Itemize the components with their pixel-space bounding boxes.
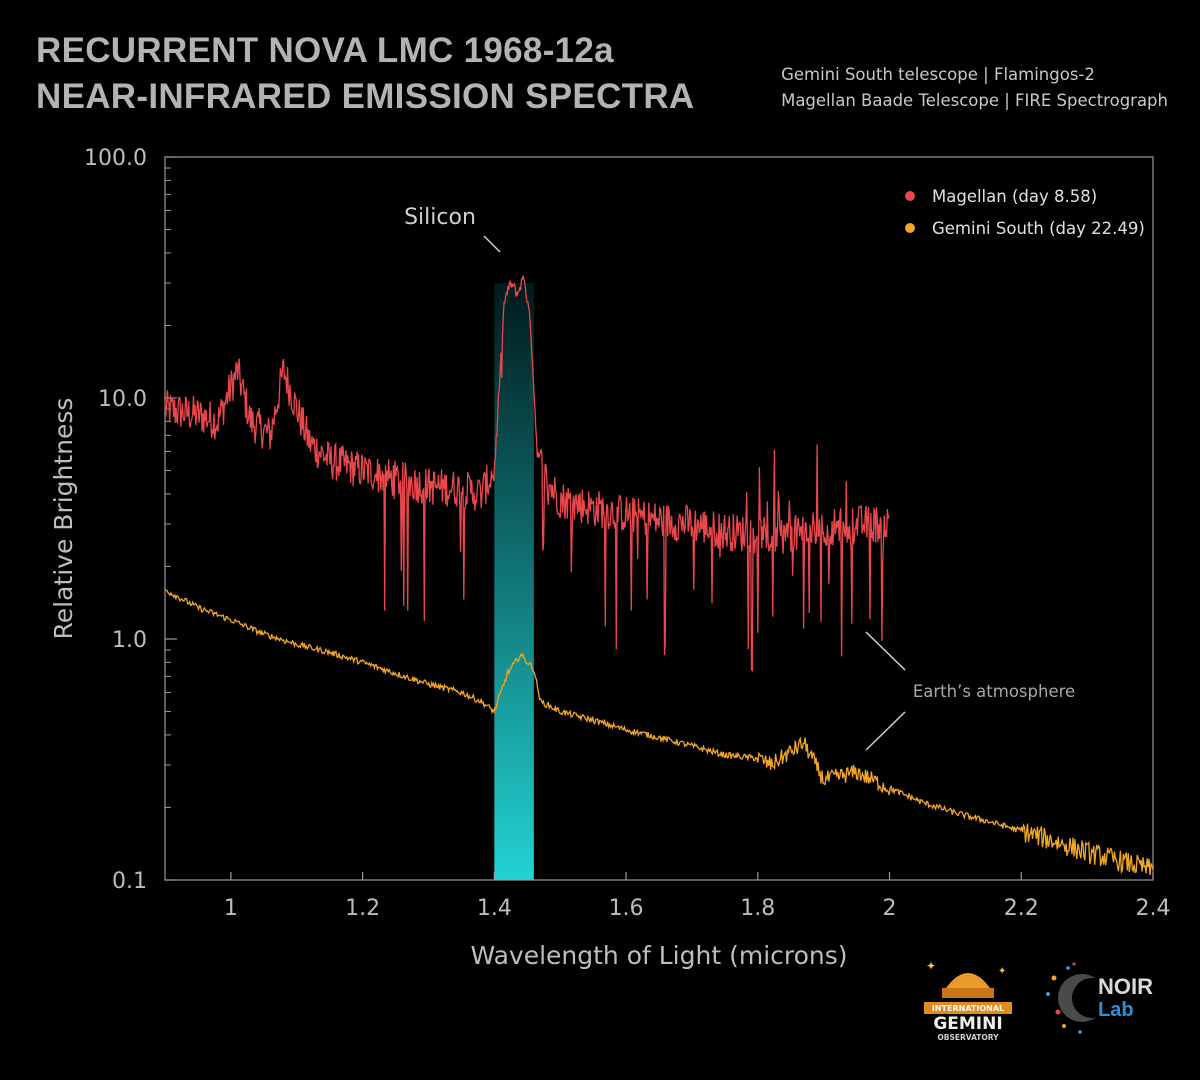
silicon-pointer: [483, 235, 501, 253]
gemini-logo-line2: GEMINI: [933, 1014, 1002, 1034]
svg-text:✦: ✦: [926, 959, 936, 973]
silicon-annotation: Silicon: [404, 205, 476, 230]
credit-line-2: Magellan Baade Telescope | FIRE Spectrog…: [781, 91, 1168, 110]
title-line-2: NEAR-INFRARED EMISSION SPECTRA: [36, 77, 695, 116]
y-tick-label: 10.0: [98, 387, 147, 412]
atmosphere-annotation: Earth’s atmosphere: [913, 682, 1075, 701]
telescope-credits: Gemini South telescope | Flamingos-2 Mag…: [781, 62, 1168, 114]
svg-text:✦: ✦: [998, 966, 1006, 977]
x-tick-label: 2.2: [1004, 896, 1039, 921]
gemini-logo-line3: OBSERVATORY: [937, 1033, 999, 1042]
noirlab-logo: NOIR Lab: [1046, 962, 1153, 1034]
chart-title: RECURRENT NOVA LMC 1968-12a NEAR-INFRARE…: [36, 28, 694, 120]
gemini-logo-line1: INTERNATIONAL: [932, 1004, 1004, 1013]
y-tick-label: 100.0: [84, 146, 147, 171]
noirlab-logo-line1: NOIR: [1098, 974, 1153, 999]
y-tick-label: 1.0: [112, 628, 147, 653]
y-axis-label: Relative Brightness: [49, 398, 78, 640]
plot-frame: [164, 156, 1154, 881]
legend-label: Magellan (day 8.58): [932, 187, 1097, 206]
gemini-observatory-logo: ✦ ✦ INTERNATIONAL GEMINI OBSERVATORY: [924, 959, 1012, 1042]
x-tick-label: 1.4: [477, 896, 512, 921]
noirlab-logo-line2: Lab: [1098, 999, 1134, 1021]
magellan-series-line: [164, 275, 890, 672]
x-tick-label: 2: [883, 896, 897, 921]
x-tick-label: 1.8: [740, 896, 775, 921]
atmosphere-pointer-lower: [865, 711, 906, 751]
legend-marker: [905, 223, 915, 233]
credit-line-1: Gemini South telescope | Flamingos-2: [781, 65, 1095, 84]
y-tick-label: 0.1: [112, 869, 147, 894]
gemini-series-line: [165, 589, 1154, 876]
silicon-band: [494, 283, 534, 880]
legend-marker: [905, 191, 915, 201]
x-tick-label: 1: [224, 896, 238, 921]
legend-label: Gemini South (day 22.49): [932, 219, 1145, 238]
title-line-1: RECURRENT NOVA LMC 1968-12a: [36, 31, 614, 70]
x-tick-label: 1.6: [609, 896, 644, 921]
atmosphere-pointer-upper: [865, 631, 906, 671]
x-axis-label: Wavelength of Light (microns): [470, 941, 847, 970]
x-tick-label: 2.4: [1136, 896, 1171, 921]
x-tick-label: 1.2: [345, 896, 380, 921]
